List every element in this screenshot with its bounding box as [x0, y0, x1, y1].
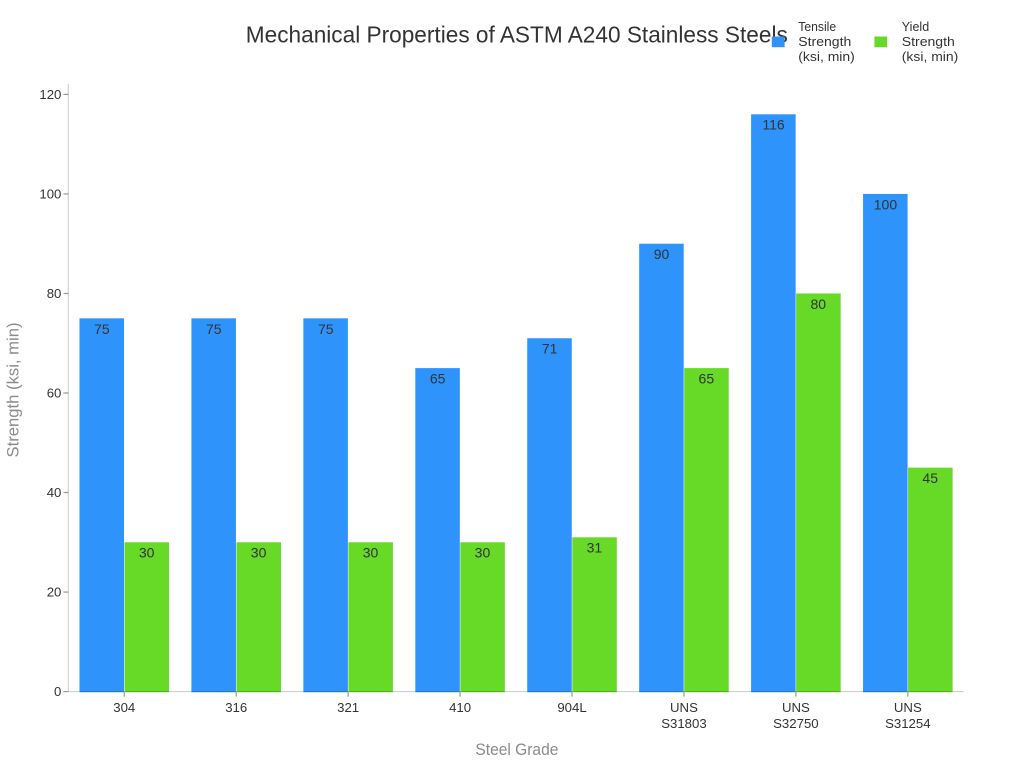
svg-text:100: 100: [874, 196, 898, 212]
svg-text:321: 321: [337, 700, 359, 715]
svg-text:45: 45: [922, 470, 938, 486]
svg-text:31: 31: [587, 540, 603, 556]
svg-text:(ksi, min): (ksi, min): [902, 49, 959, 64]
svg-text:120: 120: [39, 87, 61, 102]
svg-text:80: 80: [47, 286, 62, 301]
svg-text:30: 30: [139, 545, 155, 561]
svg-text:Tensile: Tensile: [798, 19, 836, 34]
svg-text:UNS: UNS: [782, 700, 810, 715]
svg-text:30: 30: [251, 545, 267, 561]
svg-text:Strength: Strength: [798, 34, 851, 49]
svg-text:80: 80: [810, 296, 826, 312]
svg-text:71: 71: [542, 341, 558, 357]
svg-text:Yield: Yield: [902, 19, 929, 34]
svg-text:65: 65: [699, 371, 715, 387]
svg-text:904L: 904L: [557, 700, 586, 715]
svg-text:30: 30: [475, 545, 491, 561]
svg-text:60: 60: [47, 386, 62, 401]
svg-text:S31803: S31803: [661, 716, 706, 731]
svg-text:(ksi, min): (ksi, min): [798, 49, 855, 64]
svg-text:75: 75: [94, 321, 110, 337]
svg-text:40: 40: [47, 485, 62, 500]
svg-text:75: 75: [318, 321, 334, 337]
svg-text:0: 0: [54, 684, 61, 699]
svg-text:30: 30: [363, 545, 379, 561]
svg-text:Steel Grade: Steel Grade: [475, 741, 558, 759]
svg-text:UNS: UNS: [670, 700, 698, 715]
svg-text:116: 116: [762, 117, 785, 133]
svg-text:304: 304: [113, 700, 135, 715]
svg-text:316: 316: [225, 700, 247, 715]
svg-text:90: 90: [654, 246, 670, 262]
svg-text:Strength (ksi, min): Strength (ksi, min): [4, 323, 23, 458]
svg-text:UNS: UNS: [894, 700, 922, 715]
svg-text:Mechanical Properties of ASTM: Mechanical Properties of ASTM A240 Stain…: [246, 21, 788, 47]
svg-text:S32750: S32750: [773, 716, 818, 731]
svg-text:75: 75: [206, 321, 222, 337]
svg-text:100: 100: [39, 187, 61, 202]
svg-text:20: 20: [47, 585, 62, 600]
svg-text:S31254: S31254: [885, 716, 930, 731]
svg-text:Strength: Strength: [902, 34, 955, 49]
svg-text:410: 410: [449, 700, 471, 715]
svg-text:65: 65: [430, 371, 446, 387]
